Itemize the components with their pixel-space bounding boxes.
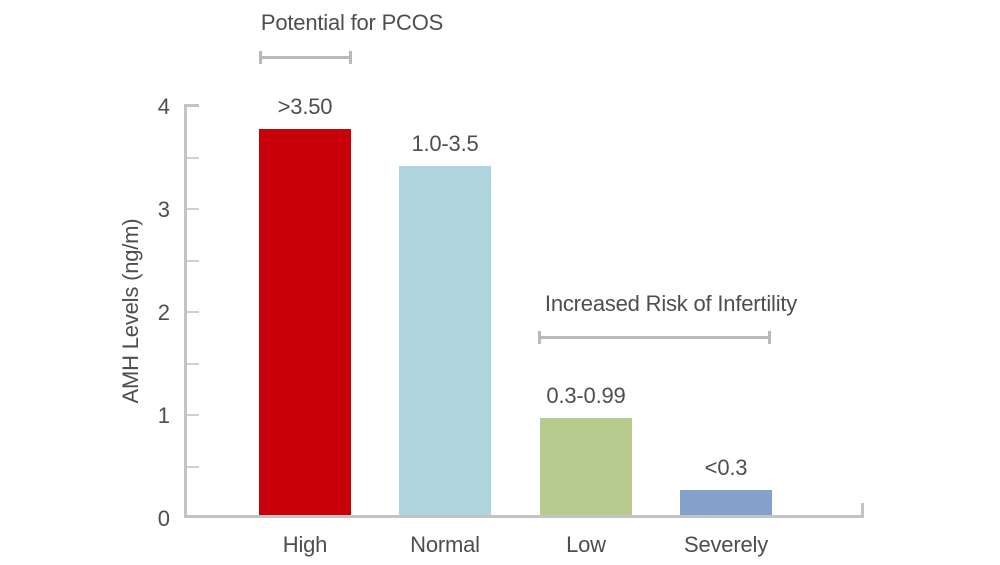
y-axis-tick-label: 4 (157, 94, 170, 119)
y-axis-tick (187, 311, 199, 313)
y-axis-top-tick (184, 104, 199, 107)
bar-normal (399, 166, 491, 515)
bar-severely (680, 490, 772, 515)
annotation-pcos-label: Potential for PCOS (260, 10, 444, 35)
bar-high (259, 129, 351, 515)
y-axis-tick (187, 362, 199, 365)
bar-low (540, 418, 632, 515)
bar-value-label-low: 0.3-0.99 (546, 383, 626, 408)
y-axis-line (184, 104, 187, 518)
y-axis-tick (187, 414, 199, 416)
x-axis-label-severely: Severely (684, 532, 768, 557)
x-axis-end-tick (861, 503, 864, 518)
y-axis-tick (187, 465, 199, 468)
annotation-pcos-bracket (259, 51, 352, 64)
bar-value-label-normal: 1.0-3.5 (411, 131, 479, 156)
x-axis-line (184, 515, 864, 518)
y-axis-tick-label: 3 (157, 197, 170, 222)
y-axis-tick-label: 0 (157, 506, 170, 531)
x-axis-label-low: Low (566, 532, 606, 557)
y-axis-tick-label: 2 (157, 300, 170, 325)
y-axis-tick (187, 208, 199, 210)
annotation-infertility-label: Increased Risk of Infertility (544, 291, 798, 316)
annotation-infertility-bracket (538, 331, 771, 344)
y-axis-tick-label: 1 (157, 403, 170, 428)
x-axis-label-high: High (282, 532, 328, 557)
x-axis-label-normal: Normal (410, 532, 480, 557)
bar-value-label-severely: <0.3 (704, 455, 748, 480)
y-axis-tick (187, 156, 199, 159)
y-axis-tick (187, 259, 199, 262)
bar-value-label-high: >3.50 (277, 94, 333, 119)
